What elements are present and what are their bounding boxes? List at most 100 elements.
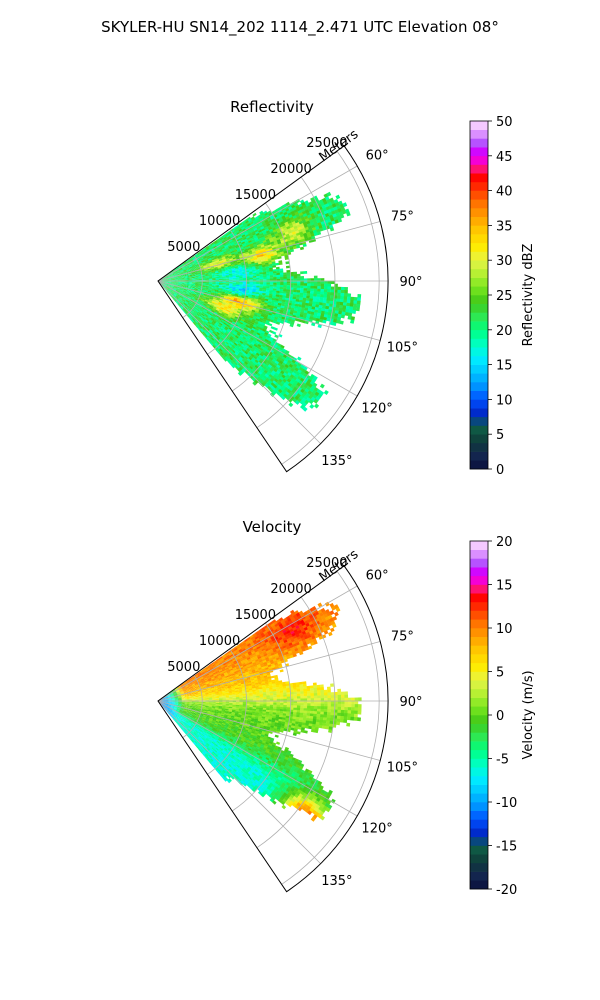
radar-cell (318, 307, 323, 312)
radar-cell (189, 679, 193, 682)
radar-cell (320, 310, 325, 315)
radar-cell (245, 307, 249, 311)
colorbar-swatch (470, 390, 488, 400)
radar-cell (245, 293, 249, 297)
radar-cell (257, 245, 262, 249)
radar-cell (353, 300, 358, 305)
radar-cell (250, 642, 255, 647)
radar-cell (242, 269, 246, 272)
radar-cell (221, 324, 226, 328)
radar-cell (185, 293, 189, 296)
radar-cell (174, 282, 179, 283)
radar-cell (337, 292, 341, 297)
radar-cell (235, 328, 240, 332)
radar-cell (164, 696, 168, 698)
radar-cell (231, 306, 236, 309)
radar-cell (174, 293, 178, 296)
radar-cell (216, 252, 221, 256)
radar-cell (209, 253, 214, 257)
radar-cell (280, 344, 285, 349)
radar-cell (307, 283, 311, 287)
radar-cell (317, 324, 322, 329)
radar-cell (167, 274, 171, 277)
radar-cell (250, 353, 255, 358)
radar-cell (236, 299, 241, 302)
radar-cell (255, 224, 260, 228)
radar-cell (328, 309, 333, 313)
radar-cell (320, 286, 325, 290)
radar-cell (285, 261, 290, 265)
radar-cell (230, 296, 235, 299)
radar-cell (272, 320, 277, 324)
radar-cell (188, 294, 193, 297)
radar-cell (206, 336, 211, 341)
radar-cell (246, 283, 250, 286)
radar-cell (252, 654, 257, 658)
radar-cell (208, 251, 212, 254)
radar-cell (243, 643, 248, 647)
radar-cell (239, 223, 244, 228)
radar-cell (249, 324, 254, 328)
radar-cell (244, 350, 249, 355)
colorbar-swatch (470, 164, 488, 174)
radar-cell (302, 406, 308, 412)
radar-cell (296, 375, 302, 381)
radar-cell (221, 319, 225, 323)
radar-cell (264, 338, 269, 343)
radar-cell (241, 654, 246, 658)
radar-cell (202, 326, 206, 331)
radar-cell (172, 294, 176, 298)
radar-cell (260, 242, 265, 246)
radar-cell (256, 275, 260, 278)
radar-cell (211, 327, 215, 331)
radar-cell (270, 372, 275, 377)
radar-cell (172, 288, 177, 291)
radar-cell (213, 254, 218, 257)
radar-cell (302, 297, 307, 301)
radar-cell (268, 260, 272, 263)
radar-cell (307, 308, 312, 312)
radar-cell (185, 293, 190, 296)
radar-cell (250, 216, 255, 220)
radar-cell (173, 293, 177, 297)
radar-cell (310, 311, 315, 316)
radar-cell (276, 350, 282, 355)
radar-cell (215, 663, 220, 666)
radar-cell (183, 290, 187, 293)
radar-cell (252, 284, 257, 286)
radar-cell (310, 283, 315, 287)
radar-cell (255, 292, 260, 295)
radar-cell (277, 374, 282, 379)
radar-cell (221, 325, 225, 329)
radar-cell (306, 290, 311, 294)
radar-cell (179, 269, 183, 272)
radar-cell (217, 666, 221, 669)
radar-cell (273, 368, 278, 373)
radar-cell (225, 304, 229, 307)
radar-cell (191, 273, 195, 275)
radar-cell (252, 274, 257, 277)
radar-cell (230, 261, 235, 264)
radar-cell (272, 338, 277, 342)
radar-cell (183, 289, 188, 292)
radar-cell (330, 295, 334, 299)
radar-cell (245, 226, 249, 230)
radar-cell (164, 277, 168, 279)
radar-cell (204, 288, 209, 291)
radar-cell (189, 259, 193, 262)
radar-cell (171, 283, 175, 285)
radar-cell (210, 317, 214, 321)
radar-cell (262, 635, 267, 640)
radar-cell (275, 386, 280, 392)
radar-cell (188, 306, 193, 310)
radar-cell (281, 368, 287, 373)
radar-cell (344, 312, 349, 316)
radar-cell (192, 677, 196, 680)
radar-cell (202, 317, 206, 321)
radar-cell (217, 324, 222, 328)
radar-cell (230, 252, 235, 255)
radar-cell (218, 249, 223, 252)
angle-grid-line (157, 280, 358, 397)
radar-cell (209, 665, 213, 669)
